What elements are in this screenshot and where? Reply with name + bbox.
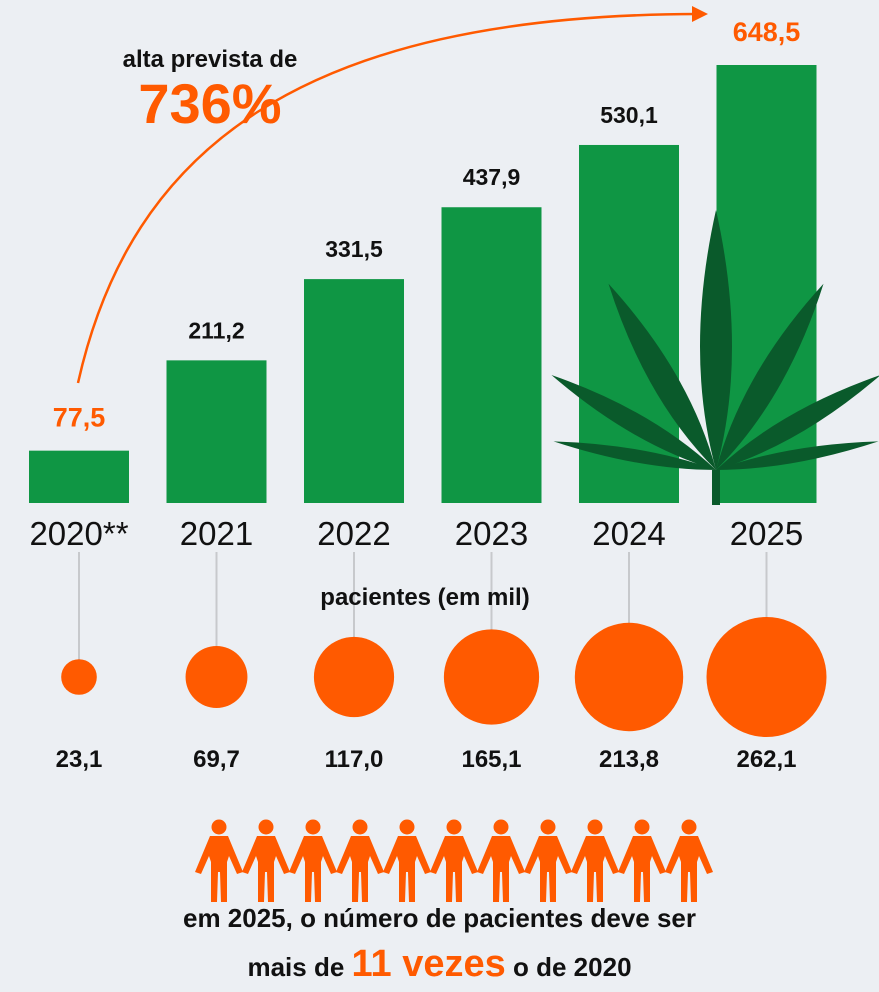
x-tick-label: 2024 [592,515,665,552]
footer-line-2: mais de 11 vezes o de 2020 [0,943,879,986]
person-icon [665,819,713,902]
x-tick-label: 2025 [730,515,803,552]
footer-highlight: 11 vezes [351,943,506,985]
footer-suffix: o de 2020 [513,952,632,982]
bubble-value-labels: 23,1 69,7 117,0 165,1 213,8 262,1 [56,746,797,773]
bar-2020 [29,450,129,503]
annotation-percent: 736% [138,72,281,135]
footer-line-1: em 2025, o número de pacientes deve ser [182,903,697,933]
bubble-series [61,617,827,737]
patient-bubble [574,622,684,732]
x-tick-label: 2020** [29,515,128,552]
bar-value-label: 77,5 [53,403,106,433]
people-row [195,819,713,902]
bubble-value-label: 69,7 [193,746,240,773]
bubble-value-label: 23,1 [56,746,103,773]
bar-value-label: 331,5 [325,236,383,262]
bar-value-label: 211,2 [188,317,244,343]
arrowhead-icon [692,6,708,22]
person-icon [195,819,243,902]
x-tick-label: 2021 [180,515,253,552]
cannabis-leaf-icon [551,210,879,505]
growth-arrow [76,12,699,384]
person-icon [477,819,525,902]
patient-bubble [443,629,540,725]
person-icon [524,819,572,902]
patient-bubble [61,659,97,695]
person-icon [571,819,619,902]
person-icon [618,819,666,902]
bar-value-labels: 77,5 211,2 331,5 437,9 530,1 648,5 [53,17,801,433]
bubble-value-label: 165,1 [461,746,521,773]
bar-value-label: 648,5 [733,17,801,47]
bar-2022 [304,279,404,503]
x-tick-label: 2022 [317,515,390,552]
person-icon [336,819,384,902]
bar-2023 [441,207,542,504]
person-icon [289,819,337,902]
annotation-text: alta prevista de [123,46,298,73]
patient-bubble [706,617,827,737]
bubble-value-label: 213,8 [599,746,659,773]
person-icon [383,819,431,902]
footer-prefix: mais de [247,952,345,982]
bubble-chart-title: pacientes (em mil) [320,584,529,611]
bar-2021 [166,360,267,503]
patient-bubble [313,636,395,718]
person-icon [430,819,478,902]
bubble-value-label: 117,0 [325,746,384,773]
x-tick-label: 2023 [455,515,528,552]
x-axis-tick-labels: 2020** 2021 2022 2023 2024 2025 [29,515,803,552]
person-icon [242,819,290,902]
connector-lines [78,552,768,661]
bar-value-label: 530,1 [600,102,658,128]
bubble-value-label: 262,1 [736,746,796,773]
patient-bubble [185,646,248,708]
bar-value-label: 437,9 [463,164,521,190]
